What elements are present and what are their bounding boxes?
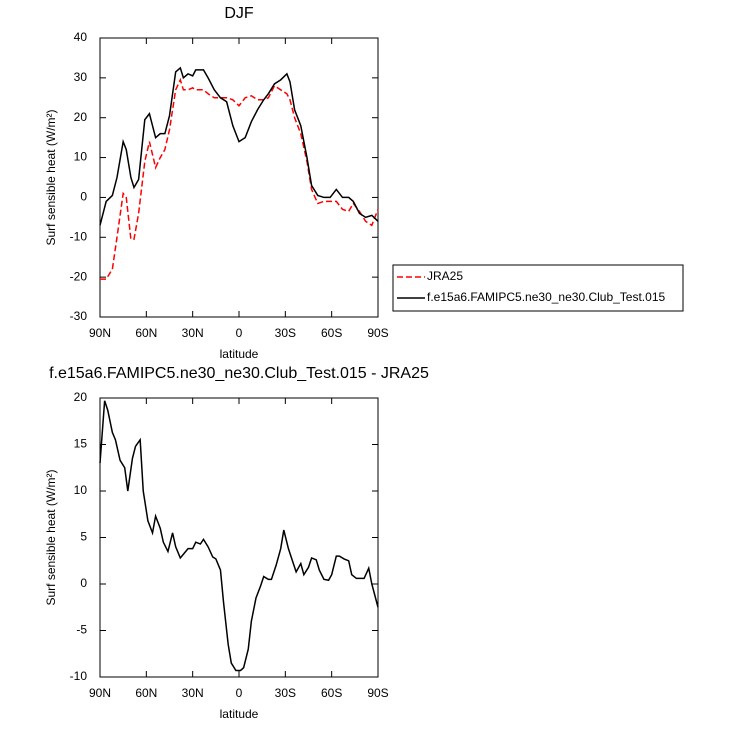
y-tick-label: -20 [70, 269, 88, 283]
legend-box [392, 264, 684, 312]
data-line [99, 66, 379, 226]
data-line [100, 77, 379, 280]
y-tick-label: 40 [74, 30, 88, 44]
x-tick-label: 60N [135, 326, 157, 340]
x-tick-label: 30S [275, 326, 296, 340]
x-tick-label: 60N [135, 686, 157, 700]
y-tick-label: -10 [70, 669, 88, 683]
plot-frame [99, 397, 379, 678]
y-tick-label: -10 [70, 229, 88, 243]
x-tick-label: 90S [367, 326, 388, 340]
x-axis-label: latitude [220, 347, 259, 361]
y-tick-label: 5 [80, 530, 87, 544]
legend-label: JRA25 [427, 269, 463, 283]
y-tick-label: 10 [74, 483, 88, 497]
x-tick-label: 30N [182, 326, 204, 340]
plot-frame [99, 37, 379, 318]
y-tick-label: 20 [74, 110, 88, 124]
y-tick-label: 15 [74, 437, 88, 451]
x-tick-label: 90N [89, 326, 111, 340]
x-tick-label: 30S [275, 686, 296, 700]
x-tick-label: 0 [236, 326, 243, 340]
x-tick-label: 30N [182, 686, 204, 700]
x-tick-label: 0 [236, 686, 243, 700]
x-axis-label: latitude [220, 707, 259, 721]
x-tick-label: 60S [321, 686, 342, 700]
data-line [99, 400, 379, 672]
y-axis-label: Surf sensible heat (W/m²) [44, 469, 58, 605]
y-tick-label: 10 [74, 150, 88, 164]
chart-title: f.e15a6.FAMIPC5.ne30_ne30.Club_Test.015 … [49, 365, 429, 382]
y-tick-label: 0 [80, 190, 87, 204]
y-tick-label: 30 [74, 70, 88, 84]
y-axis-label: Surf sensible heat (W/m²) [44, 109, 58, 245]
y-tick-label: -5 [76, 623, 87, 637]
y-tick-label: 0 [80, 576, 87, 590]
y-tick-label: -30 [70, 309, 88, 323]
x-tick-label: 90S [367, 686, 388, 700]
legend-label: f.e15a6.FAMIPC5.ne30_ne30.Club_Test.015 [427, 290, 665, 304]
y-tick-label: 20 [74, 390, 88, 404]
x-tick-label: 90N [89, 686, 111, 700]
chart-title: DJF [224, 5, 254, 22]
x-tick-label: 60S [321, 326, 342, 340]
